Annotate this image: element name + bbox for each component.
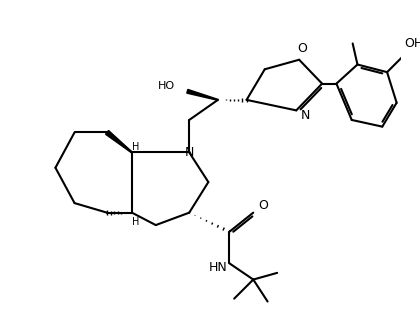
Polygon shape	[187, 89, 218, 100]
Text: HN: HN	[209, 260, 227, 274]
Text: O: O	[297, 42, 307, 55]
Polygon shape	[105, 131, 132, 153]
Text: N: N	[184, 146, 194, 159]
Text: O: O	[258, 200, 268, 213]
Text: HO: HO	[158, 82, 175, 91]
Text: OH: OH	[404, 37, 420, 50]
Text: H: H	[132, 217, 139, 227]
Text: N: N	[301, 109, 310, 122]
Text: H: H	[132, 143, 139, 153]
